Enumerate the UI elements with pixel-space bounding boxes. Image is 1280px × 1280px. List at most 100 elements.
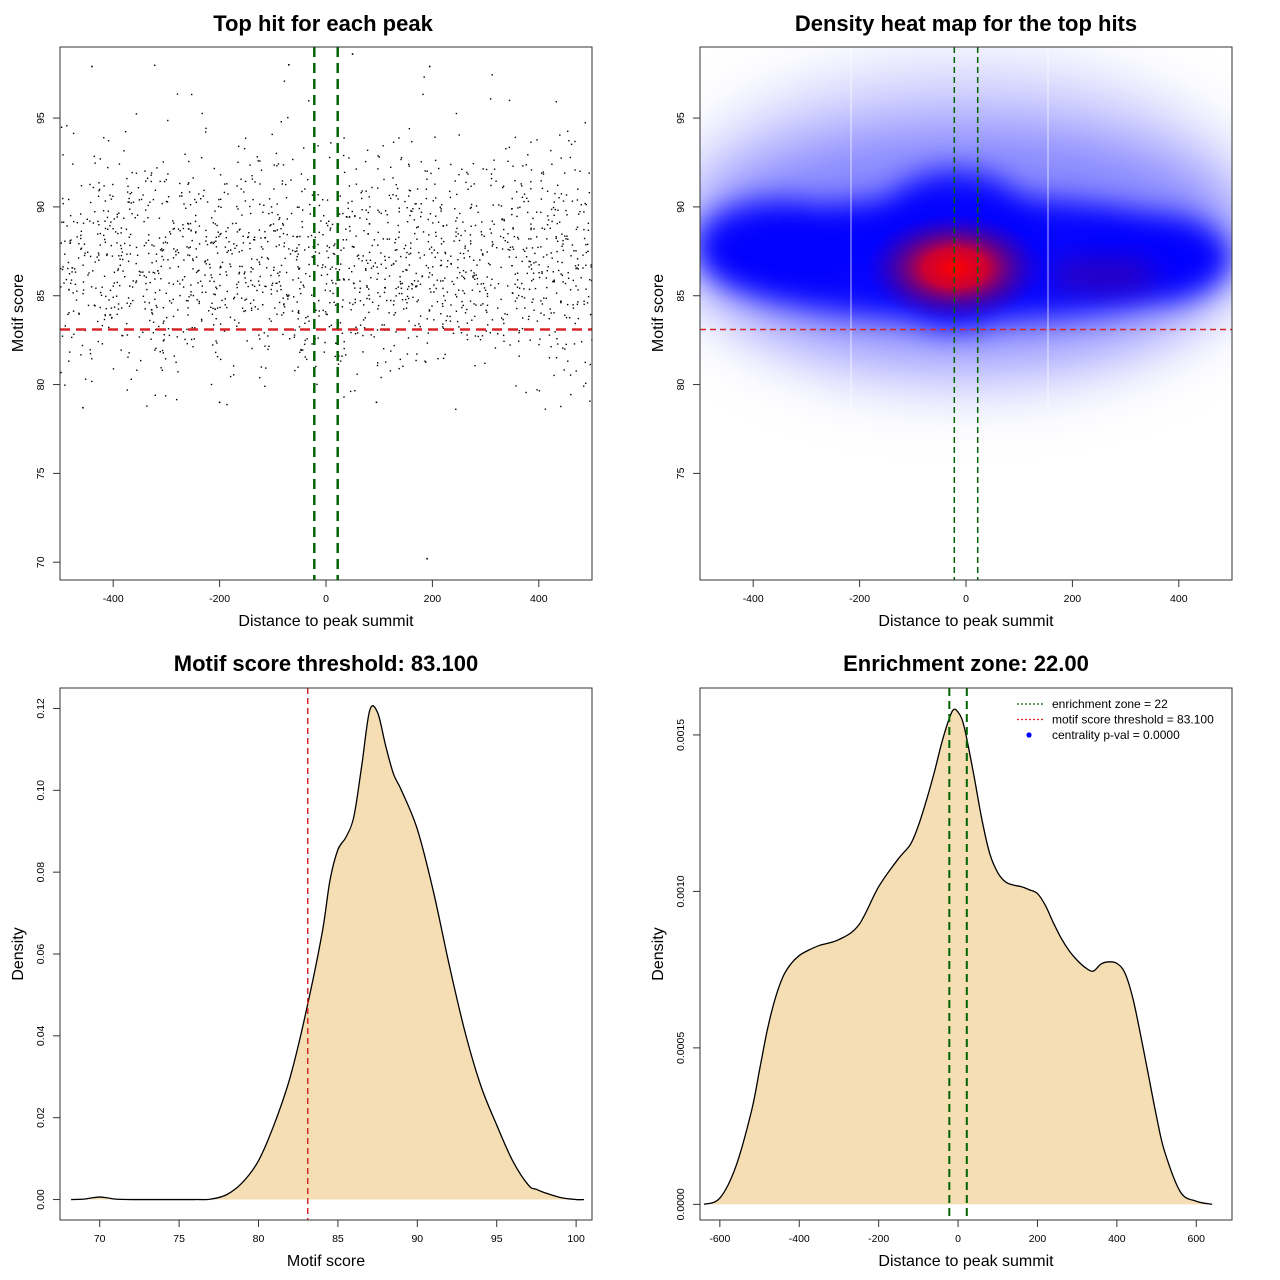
scatter-point [564, 314, 566, 316]
scatter-point [348, 225, 351, 228]
scatter-point [447, 260, 449, 262]
scatter-point [82, 264, 84, 266]
score-x-tick-label: 90 [411, 1233, 423, 1245]
scatter-point [517, 236, 519, 239]
scatter-point [325, 283, 328, 285]
scatter-point [187, 254, 189, 256]
scatter-point [236, 205, 238, 208]
scatter-point [514, 283, 516, 285]
scatter-point [557, 209, 559, 211]
scatter-point [199, 280, 202, 282]
scatter-point [151, 262, 153, 264]
scatter-point [555, 237, 557, 240]
scatter-point [541, 272, 543, 275]
scatter-point [347, 207, 349, 210]
scatter-point [564, 282, 567, 285]
scatter-point [110, 307, 113, 309]
scatter-point [282, 232, 285, 235]
scatter-x-axis: -400 -200 0 200 400 [103, 579, 548, 605]
scatter-point [514, 300, 517, 302]
scatter-point [572, 307, 575, 309]
scatter-point [554, 208, 556, 211]
scatter-point [576, 226, 579, 228]
scatter-point [538, 390, 541, 392]
scatter-point [511, 246, 514, 248]
scatter-point [506, 313, 508, 316]
scatter-point [474, 365, 476, 367]
scatter-point [376, 278, 378, 280]
scatter-point [462, 221, 464, 223]
scatter-point [469, 256, 471, 258]
scatter-point [388, 312, 390, 314]
scatter-point [457, 233, 459, 235]
scatter-point [557, 260, 559, 263]
scatter-point [479, 290, 481, 293]
scatter-point [316, 383, 318, 386]
scatter-point [521, 185, 523, 187]
scatter-point [450, 255, 452, 257]
scatter-point [410, 242, 412, 244]
scatter-point [355, 235, 357, 237]
scatter-point [384, 259, 386, 261]
scatter-point [72, 310, 75, 312]
scatter-point [323, 215, 325, 217]
scatter-point [453, 283, 455, 285]
scatter-point [99, 244, 101, 246]
scatter-point [290, 212, 293, 215]
scatter-point [361, 190, 363, 192]
scatter-point [94, 162, 96, 164]
heatmap-x-axis: -400 -200 0 200 400 [743, 579, 1188, 605]
scatter-point [343, 154, 345, 157]
scatter-point [397, 198, 399, 200]
scatter-point [555, 357, 558, 359]
scatter-point [164, 236, 167, 238]
scatter-point [163, 334, 165, 336]
scatter-point [161, 248, 163, 250]
scatter-point [540, 246, 542, 248]
scatter-point [109, 225, 111, 227]
scatter-point [517, 238, 520, 240]
scatter-point [352, 282, 355, 284]
scatter-point [513, 235, 515, 238]
scatter-point [108, 326, 110, 329]
scatter-point [354, 301, 356, 304]
scatter-point [173, 248, 175, 250]
scatter-point [314, 251, 317, 253]
scatter-point [241, 307, 244, 309]
scatter-point [474, 315, 476, 318]
scatter-point [299, 288, 301, 290]
scatter-point [68, 198, 70, 201]
scatter-point [98, 188, 101, 191]
scatter-point [507, 248, 509, 251]
scatter-point [556, 222, 558, 225]
scatter-point [119, 284, 121, 287]
scatter-point [234, 319, 236, 321]
scatter-point [378, 211, 380, 213]
scatter-point [538, 264, 540, 266]
scatter-point [159, 180, 161, 183]
scatter-point [408, 128, 411, 130]
scatter-point [576, 258, 579, 260]
scatter-point [371, 244, 373, 247]
scatter-point [78, 312, 80, 314]
scatter-point [408, 165, 410, 167]
scatter-point [182, 286, 185, 288]
scatter-point [150, 172, 153, 174]
scatter-point [107, 228, 109, 230]
scatter-point [273, 269, 275, 271]
scatter-point [404, 244, 407, 247]
scatter-point [311, 194, 314, 196]
scatter-point [541, 227, 543, 229]
scatter-point [349, 390, 352, 393]
scatter-point [507, 241, 509, 243]
scatter-point [244, 180, 247, 183]
scatter-point [342, 212, 344, 215]
scatter-point [111, 255, 114, 257]
scatter-point [416, 226, 418, 229]
scatter-point [482, 168, 484, 170]
scatter-point [565, 209, 567, 212]
scatter-point [214, 308, 216, 310]
scatter-point [567, 277, 570, 279]
scatter-point [564, 235, 566, 237]
scatter-point [242, 235, 244, 237]
